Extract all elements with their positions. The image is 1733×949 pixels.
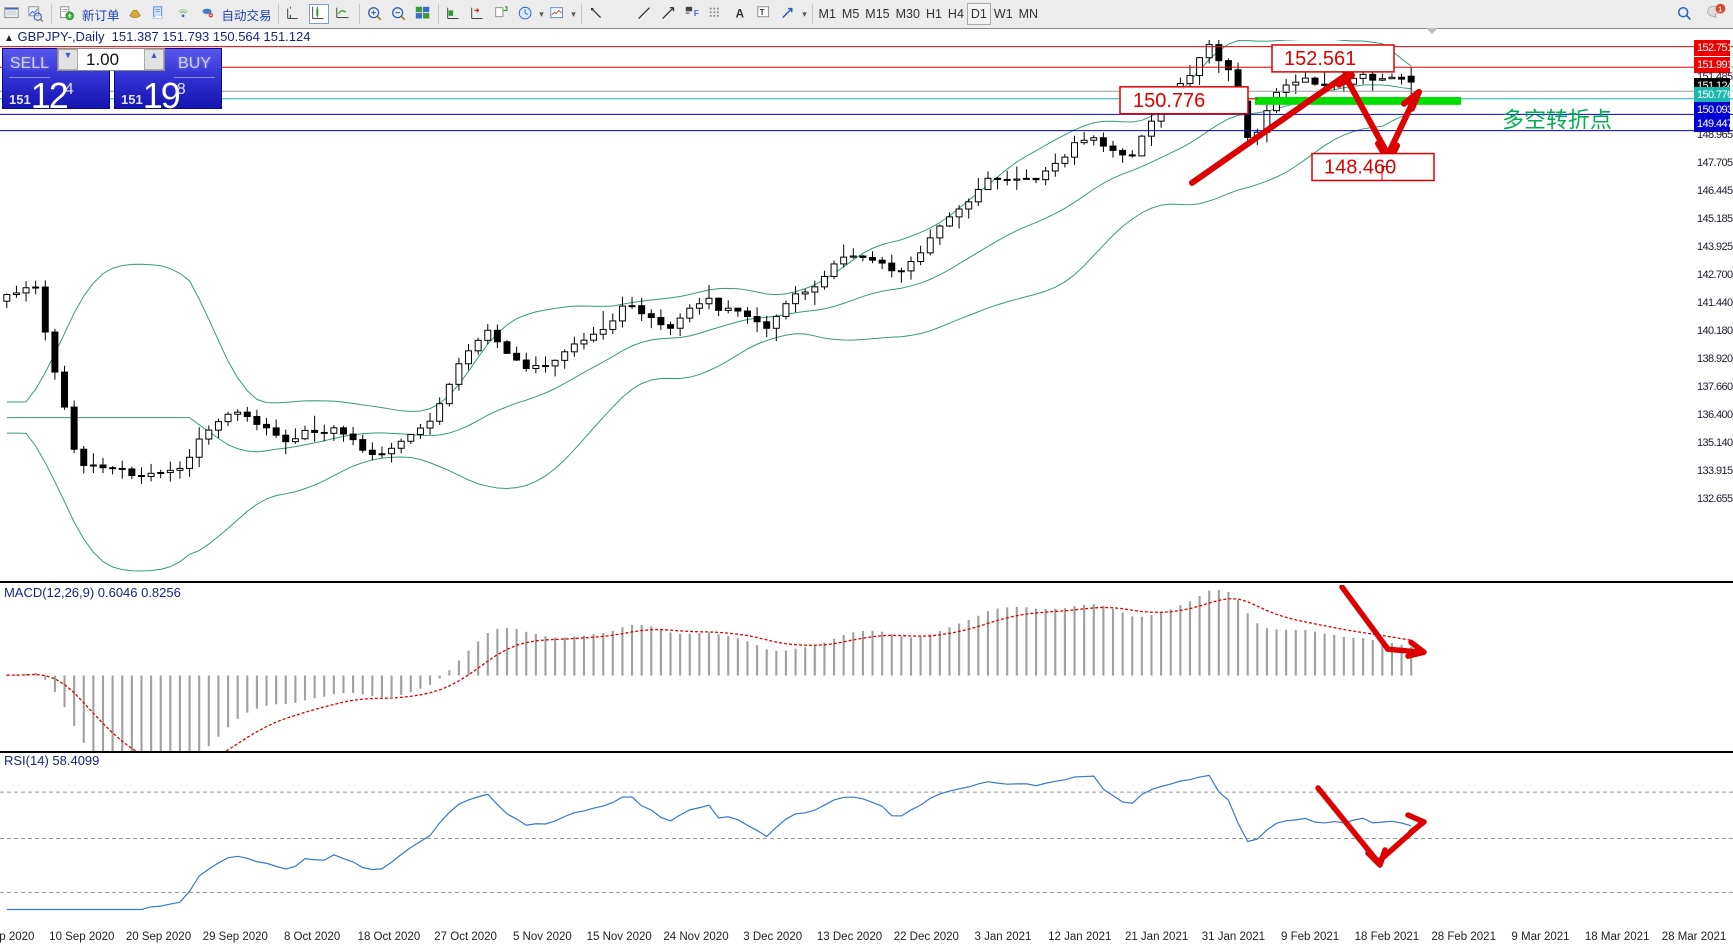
svg-text:T: T bbox=[759, 8, 764, 17]
svg-text:A: A bbox=[735, 8, 744, 21]
svg-text:1: 1 bbox=[1718, 6, 1722, 13]
svg-text:RSI(14) 58.4099: RSI(14) 58.4099 bbox=[4, 753, 99, 768]
svg-text:152.561: 152.561 bbox=[1284, 48, 1356, 70]
svg-text:148.460: 148.460 bbox=[1324, 157, 1396, 179]
svg-text:150.776: 150.776 bbox=[1133, 90, 1205, 112]
svg-text:MACD(12,26,9) 0.6046 0.8256: MACD(12,26,9) 0.6046 0.8256 bbox=[4, 585, 181, 600]
svg-text:F: F bbox=[693, 9, 698, 18]
svg-text:多空转折点: 多空转折点 bbox=[1502, 108, 1612, 133]
